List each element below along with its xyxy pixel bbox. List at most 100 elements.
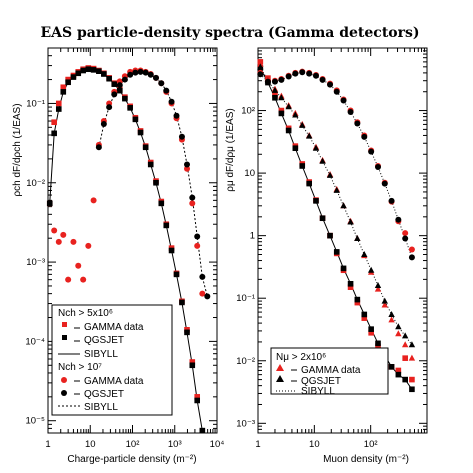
- data-point-square: [51, 130, 57, 137]
- data-point-square: [132, 116, 139, 123]
- data-point-triangle: [347, 218, 354, 225]
- data-point-square: [194, 397, 201, 404]
- left-legend-box: [51, 304, 173, 416]
- data-point-square: [354, 299, 361, 306]
- data-point-triangle: [299, 121, 306, 128]
- data-point-circle: [95, 144, 102, 151]
- data-point-square: [327, 232, 333, 239]
- y-tick-label: 10⁻¹: [26, 98, 45, 109]
- data-point-square: [51, 119, 57, 126]
- data-point-square: [163, 222, 170, 229]
- data-point-square: [80, 67, 86, 74]
- data-point-triangle: [395, 330, 402, 337]
- y-tick-label: 10⁻³: [26, 257, 45, 268]
- left-legend-header-2: Nch > 10⁷: [58, 362, 102, 373]
- left-data-markers: [46, 65, 211, 434]
- data-point-square: [313, 198, 319, 204]
- data-point-circle: [60, 231, 67, 238]
- right-panel: 1 10 10² 10⁻³ 10⁻² 10⁻¹ 1 10 10² Muon density (m…: [225, 47, 428, 465]
- x-tick-label: 10²: [126, 439, 140, 450]
- data-point-triangle: [292, 111, 299, 118]
- x-tick-label: 10: [85, 439, 96, 450]
- data-point-circle: [163, 87, 170, 94]
- data-point-triangle: [326, 171, 334, 178]
- left-legend-entry-sibyll-2: SIBYLL: [84, 402, 118, 413]
- data-point-circle: [147, 71, 154, 78]
- data-point-square: [70, 74, 77, 80]
- left-legend-entry-gamma-2: GAMMA data: [84, 376, 144, 387]
- data-point-square: [153, 179, 159, 186]
- right-legend-entry-gamma: GAMMA data: [301, 365, 361, 376]
- right-legend-marker-black-triangle: [276, 375, 284, 382]
- data-point-square: [60, 84, 67, 91]
- x-tick-label: 10²: [364, 439, 378, 450]
- data-point-circle: [333, 88, 340, 95]
- left-legend-marker-black-circle: [61, 390, 67, 396]
- data-point-square: [278, 107, 285, 114]
- y-tick-label: 10⁻⁵: [25, 416, 45, 427]
- data-point-square: [361, 311, 368, 318]
- data-point-circle: [292, 70, 299, 77]
- data-point-square: [306, 180, 312, 187]
- data-point-square: [272, 94, 278, 101]
- data-point-circle: [168, 98, 175, 105]
- data-point-triangle: [333, 186, 340, 193]
- right-legend-entry-sibyll: SIBYLL: [301, 386, 335, 397]
- data-point-square: [111, 81, 118, 87]
- left-legend-header-1: Nch > 5x10⁶: [58, 308, 113, 319]
- left-legend-marker-red-square: [62, 322, 67, 327]
- chart-title: EAS particle-density spectra (Gamma dete…: [40, 25, 419, 41]
- data-point-triangle: [354, 235, 361, 242]
- left-legend-entry-qgsjet-2: QGSJET: [84, 389, 124, 400]
- data-point-circle: [327, 81, 334, 88]
- data-point-square: [106, 75, 112, 82]
- data-point-circle: [142, 69, 149, 76]
- data-point-square: [409, 386, 415, 393]
- data-point-circle: [319, 76, 326, 83]
- x-tick-label: 1: [255, 439, 260, 450]
- data-point-circle: [257, 71, 264, 78]
- data-point-circle: [271, 78, 278, 85]
- data-point-square: [194, 394, 201, 400]
- data-point-square: [122, 95, 128, 102]
- data-point-circle: [132, 69, 139, 76]
- data-point-circle: [340, 97, 347, 104]
- data-point-triangle: [374, 285, 382, 292]
- data-point-circle: [127, 71, 134, 78]
- data-point-triangle: [408, 354, 416, 361]
- data-point-triangle: [285, 103, 292, 110]
- data-point-triangle: [319, 157, 326, 164]
- y-tick-label: 10⁻³: [236, 418, 255, 429]
- left-legend-marker-red-circle: [61, 377, 67, 383]
- data-point-square: [375, 343, 381, 350]
- data-point-circle: [153, 74, 160, 81]
- data-point-square: [96, 68, 102, 74]
- y-tick-label: 10: [244, 168, 255, 179]
- x-tick-label: 1: [45, 439, 50, 450]
- data-point-circle: [100, 121, 107, 128]
- data-point-square: [299, 163, 306, 169]
- right-legend-header: Nμ > 2x10⁶: [276, 352, 326, 363]
- data-point-circle: [204, 293, 211, 300]
- data-point-triangle: [374, 281, 382, 288]
- data-point-square: [333, 249, 340, 255]
- data-point-circle: [158, 80, 165, 87]
- data-point-triangle: [257, 63, 264, 70]
- data-point-square: [85, 66, 92, 73]
- data-point-square: [90, 67, 97, 73]
- x-tick-label: 10: [309, 439, 320, 450]
- data-point-square: [189, 359, 196, 365]
- data-point-circle: [347, 108, 354, 115]
- left-panel: 1 10 10² 10³ 10⁴ 10⁻⁵ 10⁻⁴ 10⁻³ 10⁻² 10⁻¹ Charge-…: [12, 47, 224, 465]
- y-tick-label: 10⁻¹: [236, 293, 255, 304]
- data-point-triangle: [361, 250, 368, 257]
- y-tick-label: 10⁻²: [26, 178, 45, 189]
- data-point-circle: [402, 230, 409, 237]
- right-legend-box: [270, 347, 389, 395]
- data-point-circle: [354, 120, 361, 127]
- y-tick-label: 10⁻⁴: [25, 336, 45, 347]
- data-point-square: [340, 265, 347, 272]
- data-point-circle: [90, 197, 97, 204]
- data-point-triangle: [312, 144, 320, 151]
- data-point-square: [199, 427, 206, 434]
